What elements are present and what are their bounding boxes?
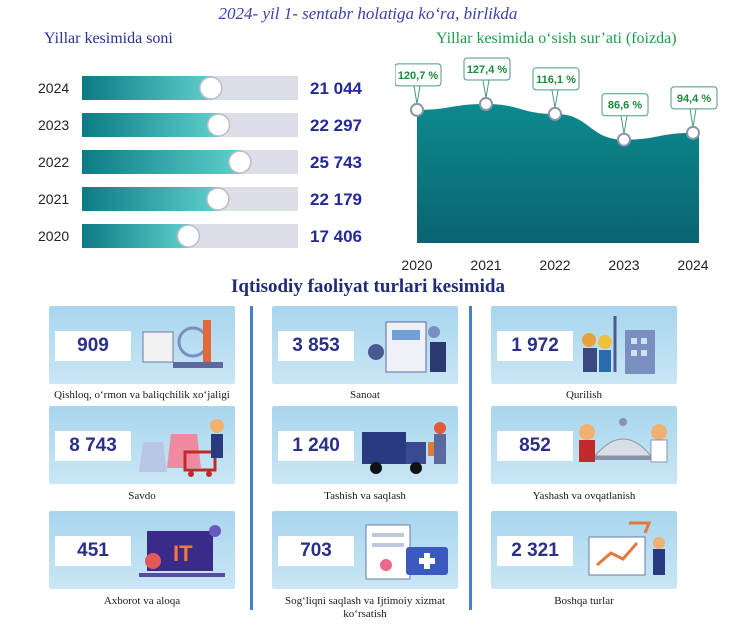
construction-illustration xyxy=(582,316,655,374)
point-label-box xyxy=(532,67,580,91)
sector-tile: 909 xyxy=(49,306,235,384)
sector-label: Boshqa turlar xyxy=(554,595,614,607)
bar-year-label: 2020 xyxy=(38,228,69,244)
bar xyxy=(82,150,241,174)
x-tick-label: 2021 xyxy=(470,257,501,273)
x-tick-label: 2024 xyxy=(677,257,708,273)
bar xyxy=(82,224,190,248)
area-chart-title: Yillar kesimida o‘sish sur’ati (foizda) xyxy=(436,30,677,47)
column-divider xyxy=(469,306,472,610)
sector-label: Axborot va aloqa xyxy=(103,595,181,607)
point-value-label: 94,4 % xyxy=(677,93,711,105)
sector-tile: 8 743 xyxy=(49,406,235,484)
sector-tile: 703 xyxy=(272,511,458,589)
point-label-pointer xyxy=(689,108,697,127)
analytics-illustration xyxy=(588,521,665,576)
point-label-box xyxy=(463,57,511,81)
point-value-label: 86,6 % xyxy=(608,100,642,112)
bar-value-label: 25 743 xyxy=(310,153,362,172)
sector-label: Qurilish xyxy=(565,389,603,401)
shopping-illustration xyxy=(139,419,224,477)
area-series xyxy=(417,104,699,244)
point-label-pointer xyxy=(620,115,628,134)
factory-illustration xyxy=(368,321,446,373)
health-illustration xyxy=(365,524,448,580)
page-subtitle: 2024- yil 1- sentabr holatiga ko‘ra, bir… xyxy=(218,4,518,23)
point-label-box xyxy=(395,63,442,87)
data-point xyxy=(617,132,631,147)
sector-tile: 852 xyxy=(491,406,677,484)
data-point xyxy=(479,97,493,112)
x-tick-label: 2020 xyxy=(401,257,432,273)
point-label-box xyxy=(670,86,718,110)
x-tick-label: 2023 xyxy=(608,257,639,273)
point-label-pointer xyxy=(413,85,421,104)
delivery-truck-illustration xyxy=(362,422,446,474)
sector-tile: 1 240 xyxy=(272,406,458,484)
sector-value: 3 853 xyxy=(278,331,354,361)
it-illustration: IT xyxy=(139,525,225,577)
bar-end-knob xyxy=(199,76,223,100)
bar-chart: 2024 21 044 2023 22 297 2022 25 743 2021 22 179… xyxy=(38,76,363,248)
column-divider xyxy=(250,306,253,610)
sector-value: 909 xyxy=(55,331,131,361)
data-point xyxy=(686,125,700,140)
bar-year-label: 2022 xyxy=(38,154,69,170)
svg-text:IT: IT xyxy=(173,541,193,566)
point-label-pointer xyxy=(482,79,490,99)
bar-end-knob xyxy=(206,113,231,137)
point-label-pointer xyxy=(551,89,559,108)
point-value-label: 120,7 % xyxy=(398,70,439,82)
data-point xyxy=(548,106,562,121)
point-value-label: 127,4 % xyxy=(467,64,508,76)
area-chart: 120,7 % 2020 127,4 % 2021 116,1 % 2022 86,6 % 2… xyxy=(395,57,718,273)
bar-end-knob xyxy=(228,150,252,174)
sector-tile: 451 IT xyxy=(49,511,235,589)
bar-year-label: 2021 xyxy=(38,191,69,207)
sector-value: 1 972 xyxy=(497,331,573,361)
bar xyxy=(82,187,219,211)
sector-label: Sog‘liqni saqlash va Ijtimoiy xizmat ko‘… xyxy=(284,595,446,620)
sector-value: 8 743 xyxy=(55,431,131,461)
food-service-illustration xyxy=(579,418,668,463)
bar-year-label: 2024 xyxy=(38,80,69,96)
sector-tile: 1 972 xyxy=(491,306,677,384)
bar-end-knob xyxy=(206,187,230,211)
sector-heading: Iqtisodiy faoliyat turlari kesimida xyxy=(231,276,505,297)
bar xyxy=(82,76,212,100)
bar-chart-title: Yillar kesimida soni xyxy=(44,30,173,47)
bar-value-label: 22 297 xyxy=(310,116,362,135)
sector-label: Qishloq, o‘rmon va baliqchilik xo‘jaligi xyxy=(54,389,230,401)
bar-end-knob xyxy=(176,224,201,248)
sector-tile: 3 853 xyxy=(272,306,458,384)
sector-tile: 2 321 xyxy=(491,511,677,589)
x-tick-label: 2022 xyxy=(539,257,570,273)
bar-value-label: 22 179 xyxy=(310,190,362,209)
sector-label: Yashash va ovqatlanish xyxy=(532,490,636,502)
point-value-label: 116,1 % xyxy=(536,74,576,86)
sector-value: 451 xyxy=(55,536,131,566)
sector-label: Savdo xyxy=(128,490,156,502)
bar-value-label: 17 406 xyxy=(310,227,362,246)
data-point xyxy=(410,102,424,117)
sector-value: 2 321 xyxy=(497,536,573,566)
farm-illustration xyxy=(142,320,223,368)
point-label-box xyxy=(601,93,649,117)
bar-year-label: 2023 xyxy=(38,117,69,133)
sector-value: 703 xyxy=(278,536,354,566)
bar-value-label: 21 044 xyxy=(310,79,363,98)
bar xyxy=(82,113,220,137)
sector-label: Tashish va saqlash xyxy=(324,490,406,502)
sector-label: Sanoat xyxy=(350,389,380,401)
sector-value: 852 xyxy=(497,431,573,461)
sector-value: 1 240 xyxy=(278,431,354,461)
